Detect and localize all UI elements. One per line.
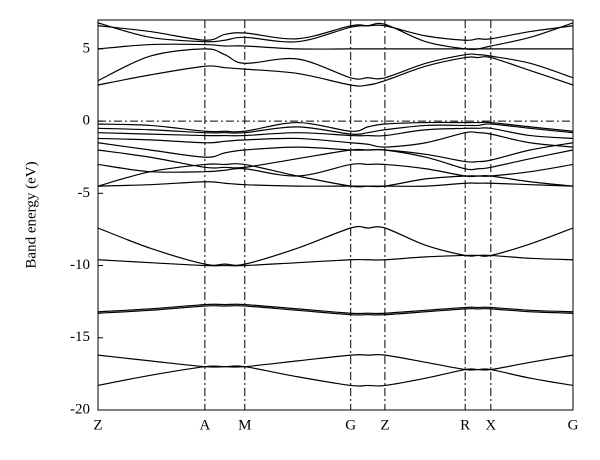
- band: [98, 127, 573, 140]
- band: [98, 131, 573, 148]
- band: [98, 123, 573, 135]
- y-tick-label: 0: [83, 113, 91, 129]
- x-tick-label: Z: [93, 417, 102, 433]
- band: [98, 162, 573, 178]
- band: [98, 48, 573, 82]
- band: [98, 43, 573, 50]
- y-tick-label: -10: [70, 257, 90, 273]
- x-tick-label: G: [568, 417, 579, 433]
- x-tick-label: Z: [380, 417, 389, 433]
- band: [98, 254, 573, 267]
- y-tick-label: -5: [78, 185, 91, 201]
- band: [98, 148, 573, 171]
- band: [98, 181, 573, 187]
- x-tick-label: G: [345, 417, 356, 433]
- y-tick-label: -20: [70, 401, 90, 417]
- x-tick-label: R: [460, 417, 470, 433]
- y-tick-label: -15: [70, 329, 90, 345]
- band: [98, 353, 573, 371]
- band: [98, 121, 573, 133]
- band: [98, 22, 573, 51]
- x-tick-label: M: [238, 417, 251, 433]
- y-tick-label: 5: [83, 40, 91, 56]
- band: [98, 365, 573, 387]
- band: [98, 303, 573, 315]
- plot-frame: [97, 19, 574, 411]
- band: [98, 24, 573, 41]
- x-tick-label: X: [485, 417, 496, 433]
- x-tick-label: A: [199, 417, 210, 433]
- band: [98, 305, 573, 316]
- y-axis-label: Band energy (eV): [23, 161, 39, 268]
- band: [98, 225, 573, 266]
- band: [98, 56, 573, 87]
